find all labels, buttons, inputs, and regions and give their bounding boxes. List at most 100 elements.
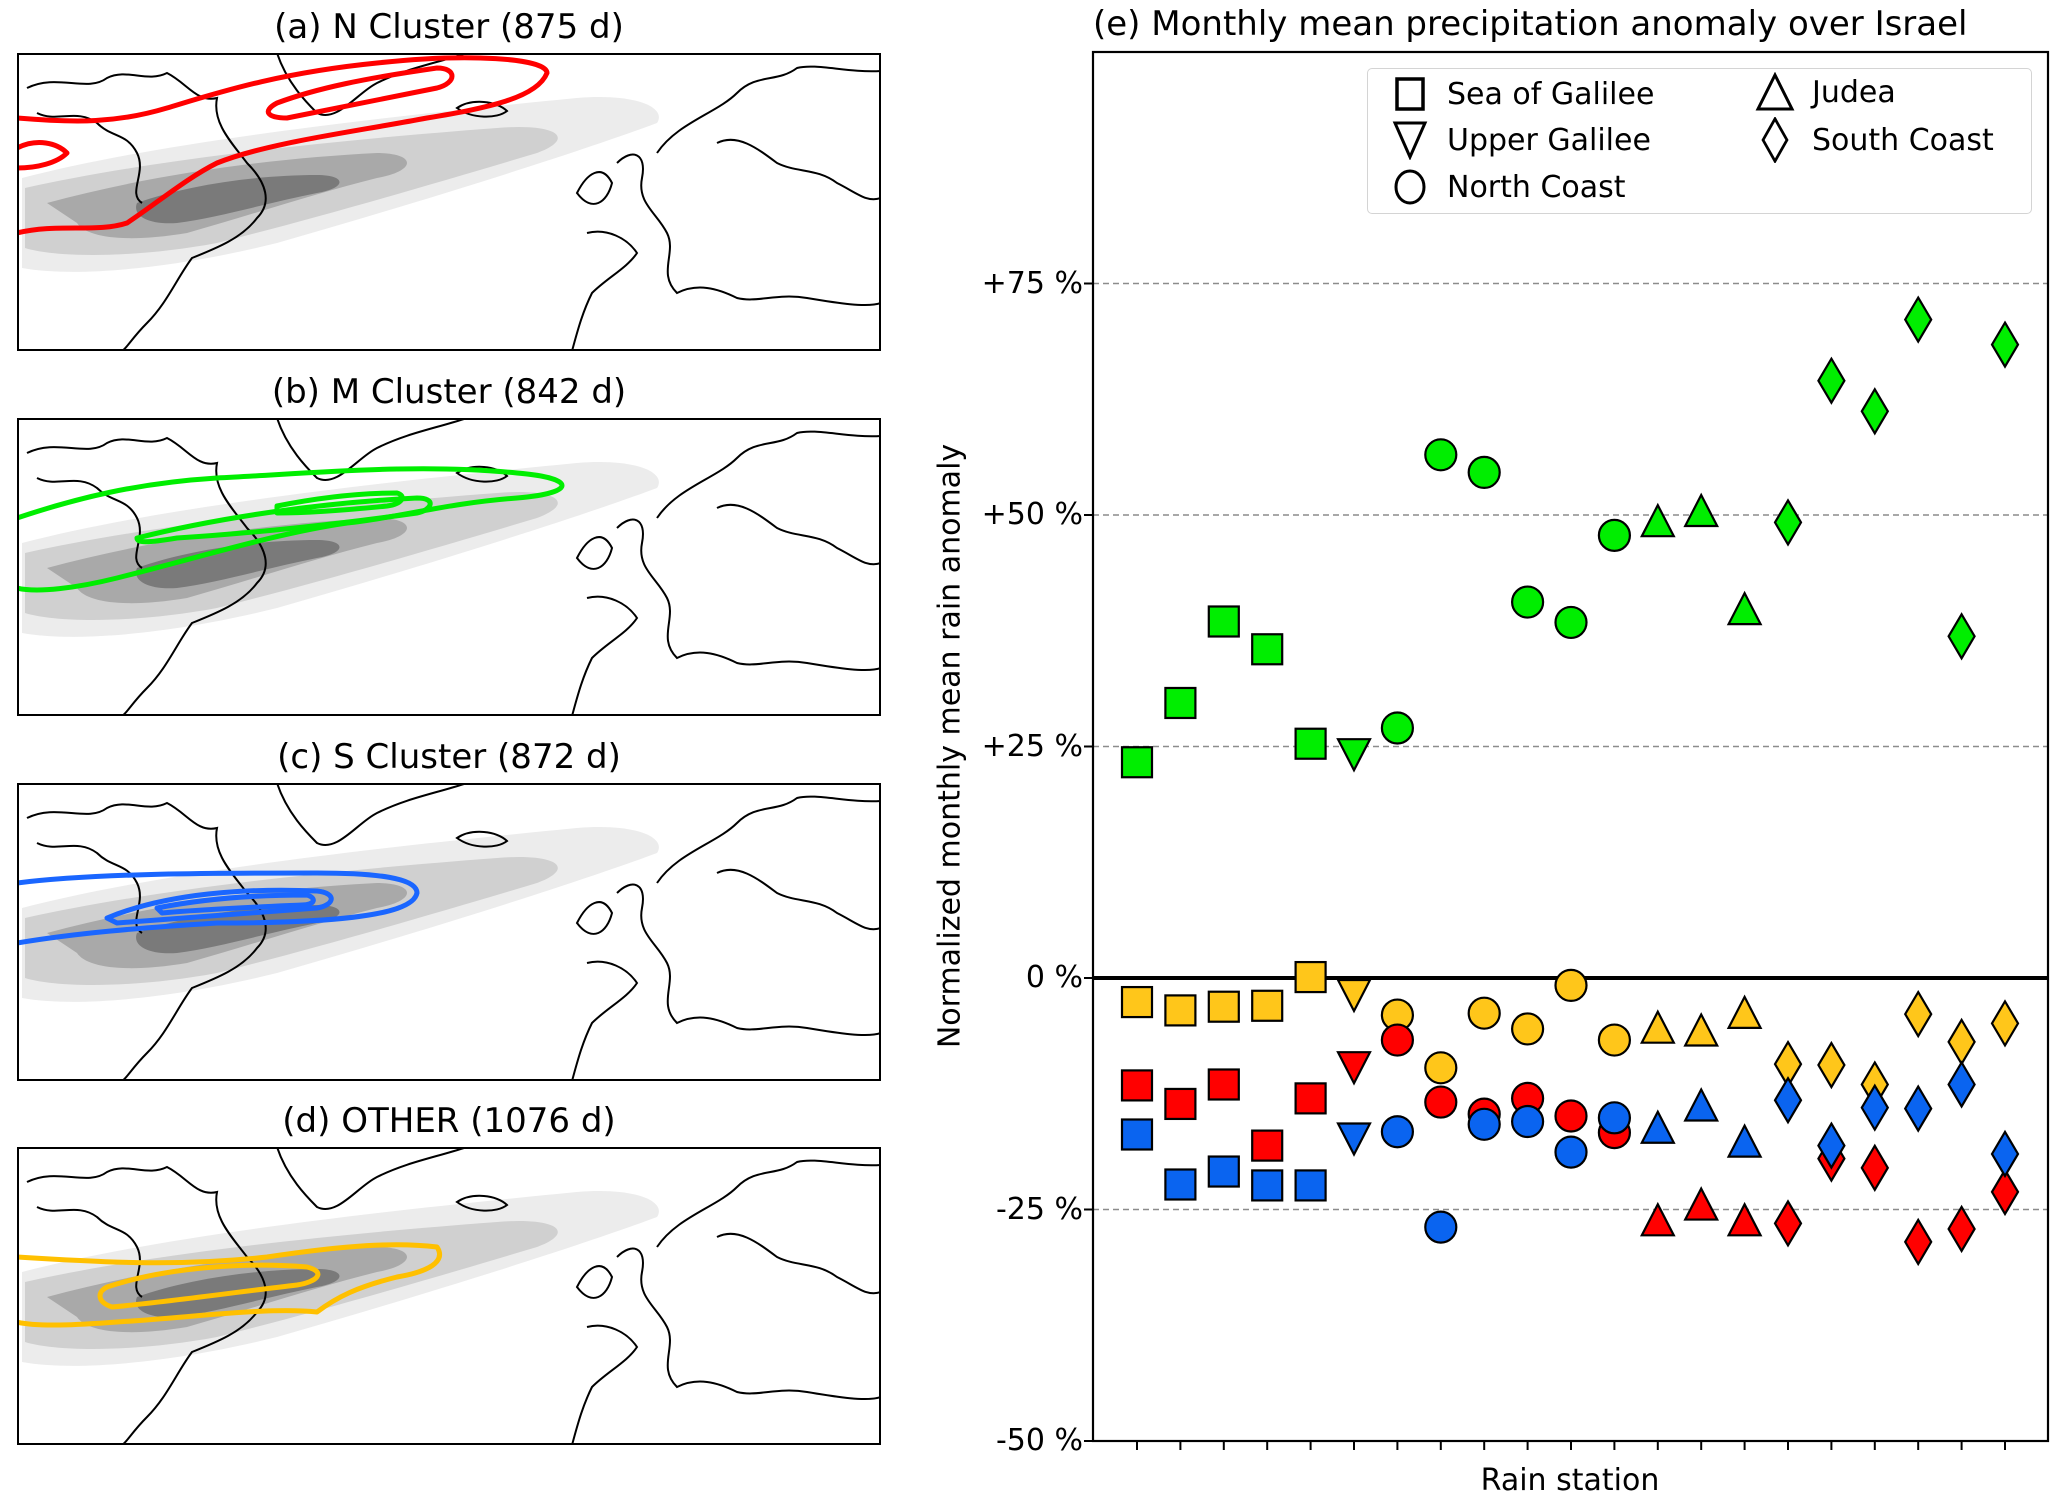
map-frame xyxy=(17,53,881,351)
coastline xyxy=(616,518,881,672)
data-point-s-cluster xyxy=(1554,1135,1588,1169)
coastline xyxy=(575,901,614,935)
y-tick-label: +25 % xyxy=(981,728,1083,764)
data-point-m-cluster xyxy=(1510,585,1545,619)
coastline xyxy=(571,1324,639,1445)
coastline xyxy=(26,71,267,351)
coastline xyxy=(656,1159,881,1248)
legend-item-upper-galilee: Upper Galilee xyxy=(1390,120,1651,160)
coastline xyxy=(616,1247,881,1401)
data-point-s-cluster xyxy=(1903,1084,1933,1133)
legend-item-judea: Judea xyxy=(1755,72,1896,112)
data-point-m-cluster xyxy=(1424,438,1458,472)
y-axis-label: Normalized monthly mean rain anomaly xyxy=(932,443,968,1049)
coastline xyxy=(455,1194,509,1212)
data-point-other xyxy=(1120,985,1154,1019)
anomaly-contour xyxy=(17,140,70,171)
coastline xyxy=(36,477,143,569)
data-point-other xyxy=(1903,989,1933,1039)
data-point-s-cluster xyxy=(1860,1083,1890,1132)
data-point-n-cluster xyxy=(1207,1068,1240,1101)
data-point-n-cluster xyxy=(1380,1023,1415,1057)
map-frame xyxy=(17,783,881,1081)
data-point-s-cluster xyxy=(1120,1118,1154,1151)
legend-label: North Coast xyxy=(1447,169,1626,205)
data-point-n-cluster xyxy=(1554,1099,1588,1133)
data-point-other xyxy=(1947,1017,1976,1067)
data-point-other xyxy=(1510,1012,1545,1046)
diamond-marker-icon xyxy=(1761,117,1789,163)
data-point-n-cluster xyxy=(1251,1129,1284,1162)
data-point-s-cluster xyxy=(1294,1169,1327,1202)
coastline xyxy=(36,112,143,204)
data-point-m-cluster xyxy=(1336,738,1372,773)
data-point-n-cluster xyxy=(1424,1085,1458,1119)
data-point-other xyxy=(1294,960,1327,994)
coastline xyxy=(455,830,509,848)
data-point-m-cluster xyxy=(1164,686,1197,720)
coastline xyxy=(616,153,881,307)
coastline xyxy=(571,960,639,1081)
coastline xyxy=(276,1147,468,1210)
data-point-m-cluster xyxy=(1380,711,1415,745)
coastline xyxy=(455,100,509,118)
coastline xyxy=(575,171,614,205)
y-tick-label: -25 % xyxy=(995,1191,1083,1227)
data-point-n-cluster xyxy=(1164,1087,1197,1121)
legend-label: Sea of Galilee xyxy=(1447,76,1655,112)
data-point-m-cluster xyxy=(1860,387,1890,436)
data-point-other xyxy=(1424,1051,1458,1085)
data-point-n-cluster xyxy=(1947,1204,1976,1254)
data-point-s-cluster xyxy=(1726,1123,1763,1158)
data-point-m-cluster xyxy=(1207,605,1240,638)
coastline xyxy=(571,595,639,716)
data-point-m-cluster xyxy=(1903,295,1933,344)
anomaly-contour xyxy=(265,65,455,121)
chart-title: (e) Monthly mean precipitation anomaly o… xyxy=(1093,4,1968,44)
data-point-s-cluster xyxy=(1467,1107,1501,1141)
data-point-m-cluster xyxy=(1773,498,1803,547)
data-point-other xyxy=(1207,990,1240,1023)
y-tick-label: 0 % xyxy=(1025,960,1083,995)
map-title-d: (d) OTHER (1076 d) xyxy=(282,1101,616,1141)
legend-label: South Coast xyxy=(1812,122,1994,158)
data-point-n-cluster xyxy=(1990,1167,2020,1217)
data-point-n-cluster xyxy=(1639,1201,1676,1237)
coastline xyxy=(571,230,639,351)
shading-level-4 xyxy=(136,905,340,954)
map-title-c: (c) S Cluster (872 d) xyxy=(277,737,621,777)
data-point-other xyxy=(1251,989,1284,1022)
map-frame xyxy=(17,418,881,716)
triangle-up-marker-icon xyxy=(1755,72,1795,111)
legend-label: Judea xyxy=(1812,74,1896,110)
data-point-m-cluster xyxy=(1467,455,1501,490)
anomaly-contour xyxy=(104,887,334,926)
coastline xyxy=(656,65,881,154)
data-point-s-cluster xyxy=(1207,1155,1240,1188)
data-point-other xyxy=(1467,996,1501,1030)
data-point-other xyxy=(1639,1009,1676,1044)
legend-label: Upper Galilee xyxy=(1447,122,1651,158)
circle-marker-icon xyxy=(1394,169,1426,205)
data-point-s-cluster xyxy=(1510,1104,1545,1139)
data-point-s-cluster xyxy=(1336,1122,1372,1157)
data-point-s-cluster xyxy=(1990,1129,2020,1179)
data-point-n-cluster xyxy=(1683,1186,1720,1221)
coastline xyxy=(575,1265,614,1299)
anomaly-contour xyxy=(17,55,550,236)
data-point-m-cluster xyxy=(1120,746,1154,779)
data-point-other xyxy=(1336,978,1372,1014)
data-point-other xyxy=(1817,1040,1846,1090)
coastline xyxy=(26,436,267,716)
legend-item-sea-of-galilee: Sea of Galilee xyxy=(1390,74,1654,114)
legend-item-north-coast: North Coast xyxy=(1390,167,1626,207)
data-point-m-cluster xyxy=(1683,492,1720,528)
coastline xyxy=(656,795,881,884)
data-point-n-cluster xyxy=(1336,1051,1372,1086)
data-point-s-cluster xyxy=(1817,1121,1846,1170)
data-point-s-cluster xyxy=(1683,1087,1720,1122)
coastline xyxy=(716,503,881,566)
data-point-m-cluster xyxy=(1639,502,1676,538)
anomaly-contour xyxy=(17,466,565,593)
